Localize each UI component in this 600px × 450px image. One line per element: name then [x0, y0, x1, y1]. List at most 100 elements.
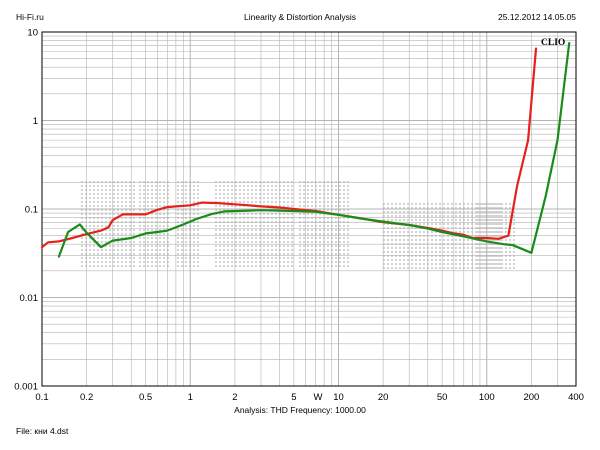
watermark-dot: [446, 222, 450, 226]
watermark-dot: [326, 192, 330, 196]
watermark-dot: [100, 232, 104, 236]
watermark-dot: [230, 188, 234, 192]
watermark-dot: [104, 252, 108, 256]
watermark-dot: [394, 246, 398, 250]
watermark-dot: [446, 202, 450, 206]
watermark-dot: [398, 238, 402, 242]
watermark-dot: [386, 258, 390, 262]
watermark-dot: [180, 184, 184, 188]
watermark-dot: [410, 218, 414, 222]
watermark-dot: [138, 224, 142, 228]
watermark-dot: [410, 234, 414, 238]
watermark-dot: [410, 202, 414, 206]
watermark-dot: [454, 262, 458, 266]
watermark-dot: [490, 230, 494, 234]
watermark-dot: [382, 210, 386, 214]
watermark-dot: [246, 200, 250, 204]
watermark-dot: [238, 236, 242, 240]
watermark-dot: [306, 236, 310, 240]
watermark-dot: [492, 202, 496, 206]
watermark-dot: [342, 256, 346, 260]
watermark-dot: [438, 202, 442, 206]
series-group: [40, 41, 571, 258]
watermark-dot: [128, 252, 132, 256]
watermark-dot: [508, 266, 512, 270]
watermark-dot: [88, 192, 92, 196]
watermark-dot: [490, 202, 494, 206]
watermark-dot: [490, 246, 494, 250]
watermark-dot: [158, 216, 162, 220]
watermark-dot: [214, 252, 218, 256]
watermark-dot: [238, 232, 242, 236]
watermark-dot: [454, 238, 458, 242]
watermark-dot: [286, 204, 290, 208]
watermark-dot: [386, 250, 390, 254]
watermark-dot: [314, 200, 318, 204]
watermark-dot: [234, 228, 238, 232]
watermark-dot: [230, 224, 234, 228]
watermark-dot: [154, 264, 158, 268]
watermark-dot: [318, 236, 322, 240]
watermark-dot: [414, 234, 418, 238]
watermark-dot: [162, 260, 166, 264]
watermark-dot: [250, 236, 254, 240]
watermark-dot: [242, 212, 246, 216]
watermark-dot: [242, 260, 246, 264]
watermark-dot: [196, 248, 200, 252]
watermark-dot: [180, 240, 184, 244]
watermark-dot: [290, 252, 294, 256]
watermark-dot: [226, 264, 230, 268]
watermark-dot: [176, 260, 180, 264]
watermark-dot: [302, 196, 306, 200]
watermark-dot: [222, 260, 226, 264]
watermark-dot: [410, 238, 414, 242]
watermark-dot: [434, 202, 438, 206]
watermark-dot: [266, 192, 270, 196]
watermark-dot: [262, 228, 266, 232]
watermark-dot: [298, 248, 302, 252]
watermark-dot: [290, 232, 294, 236]
watermark-dot: [442, 214, 446, 218]
watermark-dot: [138, 192, 142, 196]
watermark-dot: [476, 202, 480, 206]
watermark-dot: [422, 266, 426, 270]
grid: [42, 32, 577, 386]
watermark-dot: [290, 236, 294, 240]
watermark-dot: [132, 180, 136, 184]
watermark-dot: [298, 192, 302, 196]
watermark-dot: [226, 192, 230, 196]
watermark-dot: [124, 188, 128, 192]
watermark-dot: [234, 196, 238, 200]
watermark-dot: [270, 224, 274, 228]
watermark-dot: [410, 230, 414, 234]
watermark-dot: [138, 228, 142, 232]
watermark-dot: [454, 258, 458, 262]
watermark-dot: [108, 212, 112, 216]
watermark-dot: [274, 224, 278, 228]
watermark-dot: [466, 238, 470, 242]
watermark-dot: [446, 262, 450, 266]
watermark-dot: [442, 222, 446, 226]
watermark-dot: [196, 260, 200, 264]
watermark-dot: [342, 216, 346, 220]
watermark-dot: [310, 248, 314, 252]
watermark-dot: [314, 224, 318, 228]
watermark-dot: [120, 192, 124, 196]
watermark-dot: [438, 250, 442, 254]
watermark-dot: [394, 202, 398, 206]
watermark-dot: [390, 258, 394, 262]
watermark-dot: [262, 260, 266, 264]
watermark-dot: [492, 230, 496, 234]
watermark-dot: [238, 196, 242, 200]
watermark-dot: [112, 244, 116, 248]
watermark-dot: [100, 196, 104, 200]
watermark-dot: [226, 180, 230, 184]
watermark-dot: [480, 266, 484, 270]
watermark-dot: [124, 232, 128, 236]
watermark-dot: [494, 246, 498, 250]
watermark-dot: [234, 256, 238, 260]
watermark-dot: [262, 216, 266, 220]
watermark-dot: [508, 246, 512, 250]
watermark-dot: [266, 244, 270, 248]
watermark-dot: [474, 246, 478, 250]
